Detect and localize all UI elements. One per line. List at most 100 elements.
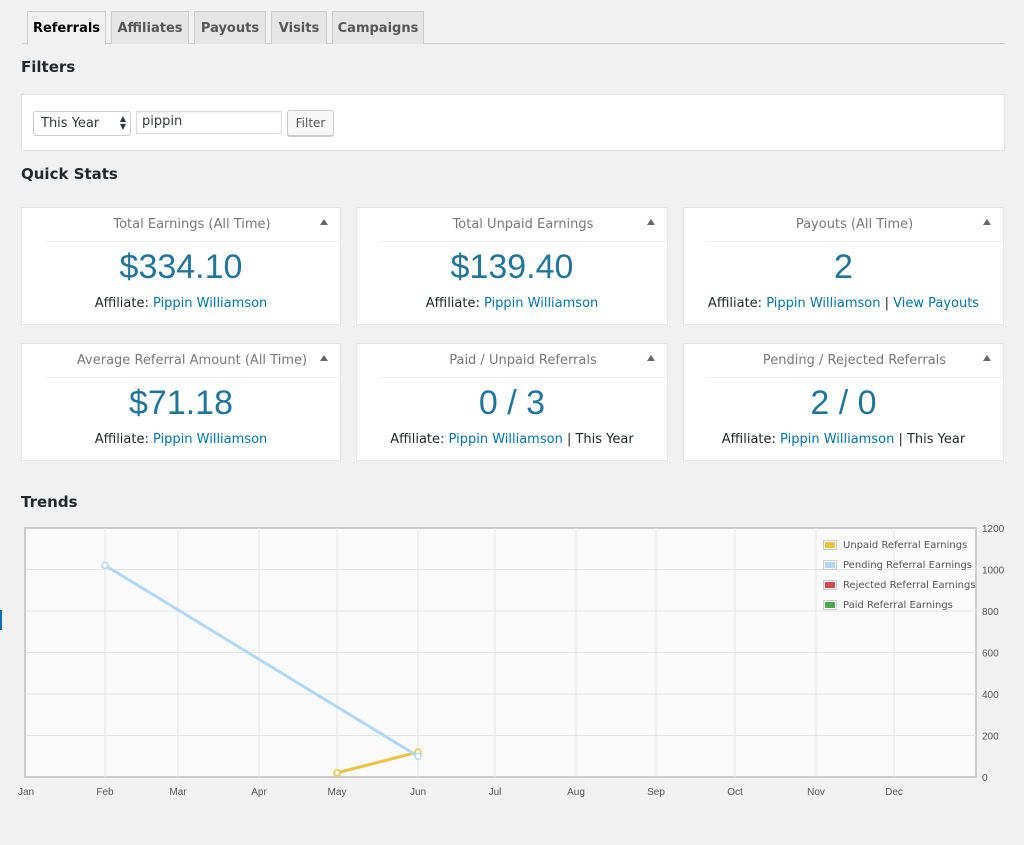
- y-tick-label: 1000: [982, 566, 1005, 577]
- x-tick-label: Feb: [96, 787, 114, 798]
- x-tick-label: Mar: [169, 787, 187, 798]
- affiliate-label: Affiliate:: [390, 432, 449, 447]
- x-tick-label: Sep: [647, 787, 665, 798]
- x-tick-label: Jun: [410, 787, 426, 798]
- legend-item: Pending Referral Earnings: [823, 557, 972, 573]
- series-line: [336, 750, 419, 775]
- stat-meta: Affiliate: Pippin Williamson: [22, 432, 340, 447]
- stat-meta: Affiliate: Pippin Williamson: [357, 296, 667, 311]
- meta-separator: |: [894, 432, 907, 447]
- stat-meta: Affiliate: Pippin Williamson | View Payo…: [684, 296, 1003, 311]
- affiliate-link[interactable]: Pippin Williamson: [484, 296, 599, 311]
- date-range-select[interactable]: This Year ▲ ▼: [33, 111, 131, 136]
- legend-item: Unpaid Referral Earnings: [823, 537, 967, 553]
- filters-box: This Year ▲ ▼ pippin Filter: [21, 94, 1005, 151]
- stat-card: Paid / Unpaid Referrals 0 / 3 Affiliate: P…: [356, 343, 668, 461]
- filter-button[interactable]: Filter: [287, 110, 334, 136]
- chart-legend: Unpaid Referral Earnings Pending Referral…: [818, 533, 976, 615]
- legend-label: Paid Referral Earnings: [843, 599, 953, 611]
- affiliate-link[interactable]: Pippin Williamson: [448, 432, 563, 447]
- legend-swatch: [823, 540, 837, 550]
- collapse-toggle-icon[interactable]: [647, 355, 655, 361]
- y-tick-label: 0: [982, 773, 988, 784]
- stat-card-title: Total Unpaid Earnings: [379, 208, 667, 242]
- tab-campaigns[interactable]: Campaigns: [332, 11, 424, 44]
- select-arrows-icon: ▲ ▼: [119, 114, 126, 131]
- legend-swatch: [823, 600, 837, 610]
- stat-card: Payouts (All Time) 2 Affiliate: Pippin Wil…: [683, 207, 1004, 325]
- affiliate-label: Affiliate:: [425, 296, 484, 311]
- y-tick-label: 600: [982, 649, 999, 660]
- affiliate-link[interactable]: Pippin Williamson: [153, 432, 268, 447]
- affiliate-label: Affiliate:: [707, 296, 767, 311]
- legend-swatch: [823, 580, 837, 590]
- date-range-note: This Year: [906, 432, 966, 447]
- legend-label: Rejected Referral Earnings: [843, 579, 976, 591]
- filters-heading: Filters: [21, 58, 76, 76]
- legend-item: Paid Referral Earnings: [823, 597, 953, 613]
- stat-meta: Affiliate: Pippin Williamson | This Year: [357, 432, 667, 447]
- x-tick-label: Dec: [885, 787, 903, 798]
- trends-chart: 0 200 400 600 800 1000 1200 Jan Feb Mar Apr May Jun J…: [18, 524, 1005, 798]
- stat-value: 2: [834, 248, 853, 286]
- legend-label: Unpaid Referral Earnings: [843, 539, 968, 551]
- x-tick-label: Apr: [251, 787, 267, 798]
- trends-heading: Trends: [21, 493, 78, 511]
- tab-visits[interactable]: Visits: [271, 11, 327, 44]
- stat-card: Pending / Rejected Referrals 2 / 0 Affilia…: [683, 343, 1004, 461]
- data-point: [101, 561, 109, 570]
- meta-separator: |: [880, 296, 894, 311]
- stat-card: Average Referral Amount (All Time) $71.18…: [21, 343, 341, 461]
- x-tick-label: Jan: [18, 787, 34, 798]
- left-edge-marker: [0, 610, 2, 630]
- affiliate-link[interactable]: Pippin Williamson: [766, 296, 881, 311]
- stat-card: Total Unpaid Earnings $139.40 Affiliate: P…: [356, 207, 668, 325]
- legend-label: Pending Referral Earnings: [843, 559, 973, 571]
- stat-value: $334.10: [119, 248, 243, 286]
- collapse-toggle-icon[interactable]: [647, 219, 655, 225]
- series-line: [104, 564, 419, 758]
- x-tick-label: May: [328, 787, 347, 798]
- date-range-note: This Year: [575, 432, 634, 447]
- affiliate-link[interactable]: Pippin Williamson: [153, 296, 268, 311]
- quick-stats-heading: Quick Stats: [21, 165, 118, 183]
- tab-payouts[interactable]: Payouts: [194, 11, 266, 44]
- y-tick-label: 400: [982, 690, 999, 701]
- collapse-toggle-icon[interactable]: [983, 355, 991, 361]
- x-tick-label: Oct: [727, 787, 743, 798]
- data-point: [414, 752, 422, 760]
- stat-card: Total Earnings (All Time) $334.10 Affiliat…: [21, 207, 341, 325]
- view-payouts-link[interactable]: View Payouts: [893, 296, 980, 311]
- stat-card-title: Paid / Unpaid Referrals: [379, 344, 667, 378]
- stat-card-title: Average Referral Amount (All Time): [44, 344, 340, 378]
- stat-value: 0 / 3: [478, 384, 546, 422]
- stat-value: $139.40: [450, 248, 574, 286]
- tab-referrals[interactable]: Referrals: [27, 11, 106, 45]
- stat-meta: Affiliate: Pippin Williamson: [22, 296, 340, 311]
- data-point: [333, 769, 341, 777]
- date-range-value: This Year: [41, 116, 100, 131]
- stat-card-title: Pending / Rejected Referrals: [706, 344, 1003, 378]
- stat-value: 2 / 0: [810, 384, 877, 422]
- affiliate-label: Affiliate:: [94, 296, 153, 311]
- tab-bar: Referrals Affiliates Payouts Visits Camp…: [22, 10, 1005, 45]
- y-tick-label: 200: [982, 732, 999, 743]
- stat-value: $71.18: [129, 384, 233, 422]
- stat-card-title: Total Earnings (All Time): [44, 208, 340, 242]
- stat-card-title: Payouts (All Time): [706, 208, 1003, 242]
- tab-affiliates[interactable]: Affiliates: [111, 11, 189, 44]
- y-tick-label: 800: [982, 607, 999, 618]
- collapse-toggle-icon[interactable]: [983, 219, 991, 225]
- stat-meta: Affiliate: Pippin Williamson | This Year: [684, 432, 1003, 447]
- affiliate-link[interactable]: Pippin Williamson: [780, 432, 895, 447]
- x-tick-label: Jul: [489, 787, 502, 798]
- x-tick-label: Nov: [807, 787, 825, 798]
- affiliate-label: Affiliate:: [94, 432, 153, 447]
- affiliate-label: Affiliate:: [721, 432, 781, 447]
- affiliate-search-input[interactable]: pippin: [136, 111, 282, 134]
- collapse-toggle-icon[interactable]: [320, 219, 328, 225]
- legend-item: Rejected Referral Earnings: [823, 577, 976, 593]
- meta-separator: |: [562, 432, 576, 447]
- x-tick-label: Aug: [567, 787, 585, 798]
- collapse-toggle-icon[interactable]: [320, 355, 328, 361]
